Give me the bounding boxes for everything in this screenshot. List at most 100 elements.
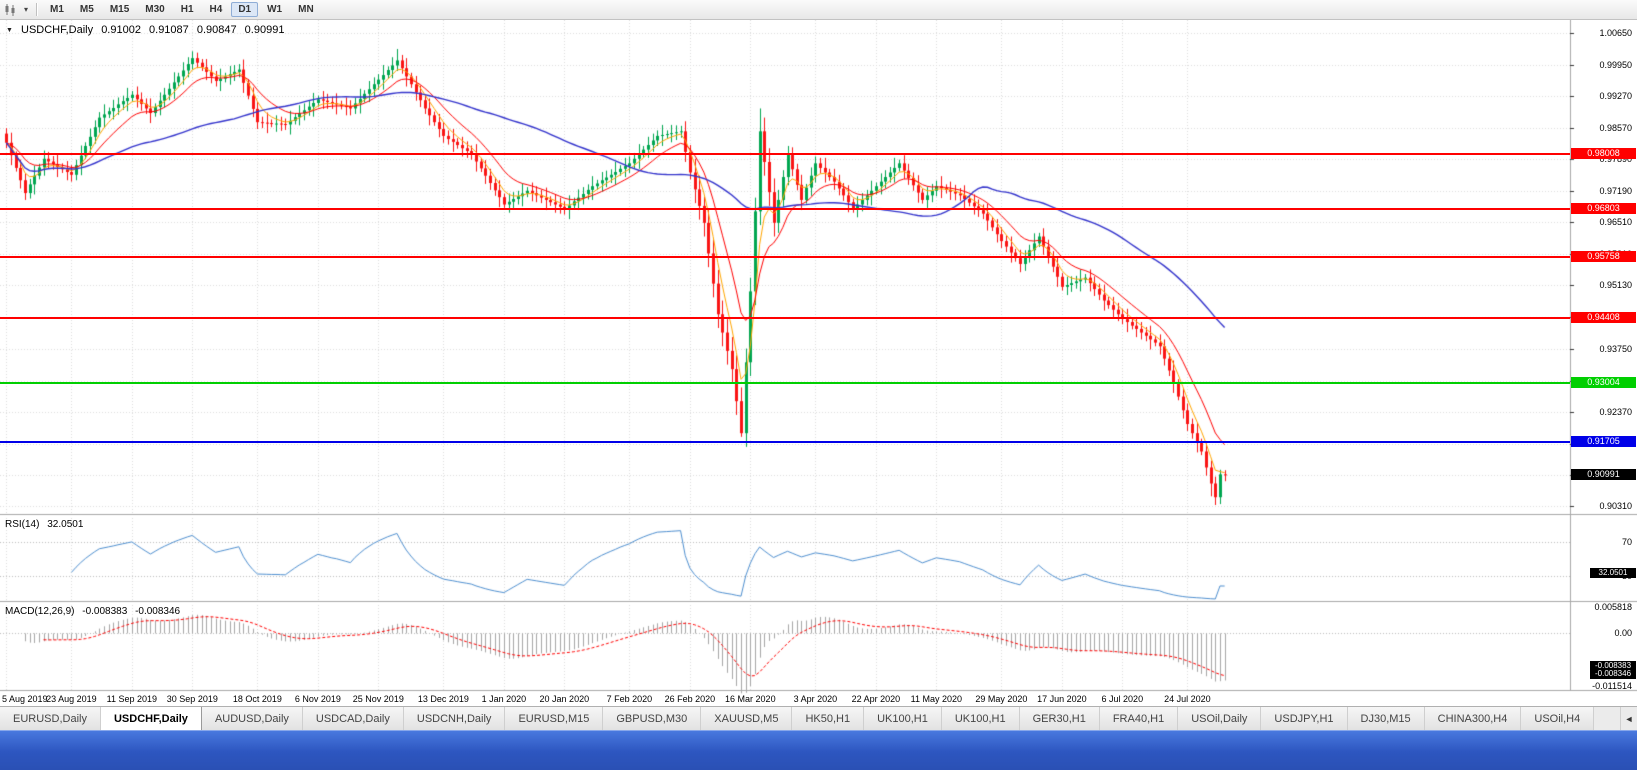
date-tick-label: 6 Nov 2019: [294, 694, 341, 704]
price-tick-label: 0.93750: [1599, 343, 1632, 354]
current-price-tag: 0.90991: [1571, 468, 1636, 480]
chart-tab-usoil-h4[interactable]: USOil,H4: [1521, 707, 1595, 730]
chart-tab-dj30-m15[interactable]: DJ30,M15: [1347, 707, 1425, 730]
timeframe-button-d1[interactable]: D1: [231, 2, 259, 17]
chart-region: ▼ USDCHF,Daily 0.91002 0.91087 0.90847 0…: [0, 20, 1637, 706]
price-tick-label: 0.97190: [1599, 186, 1632, 197]
date-tick-label: 1 Jan 2020: [481, 694, 527, 704]
chart-tab-usdchf-daily[interactable]: USDCHF,Daily: [100, 707, 202, 730]
price-tick-label: 0.92370: [1599, 406, 1632, 417]
timeframe-toolbar: ▾ M1 M5 M15 M30 H1 H4 D1 W1 MN: [0, 0, 1637, 20]
date-tick-label: 24 Jul 2020: [1164, 694, 1211, 704]
level-price-tag: 0.91705: [1571, 436, 1636, 448]
price-tick-label: 0.90310: [1599, 500, 1632, 511]
price-tick-label: 0.98570: [1599, 123, 1632, 134]
timeframe-button-m1[interactable]: M1: [43, 2, 71, 17]
price-tick-label: 0.99270: [1599, 91, 1632, 102]
macd-signal-value-tag: -0.008346: [1590, 669, 1636, 680]
price-tick-label: 0.95130: [1599, 280, 1632, 291]
macd-signal-value: -0.008346: [135, 606, 181, 617]
price-tick-label: 1.00650: [1599, 27, 1632, 38]
date-tick-label: 5 Aug 2019: [2, 694, 48, 704]
timeframe-button-h1[interactable]: H1: [174, 2, 201, 17]
chart-tab-usdjpy-h1[interactable]: USDJPY,H1: [1261, 707, 1348, 730]
price-level-line[interactable]: [0, 152, 1570, 155]
date-tick-label: 3 Apr 2020: [793, 694, 838, 704]
taskbar[interactable]: [0, 730, 1637, 770]
price-level-line[interactable]: [0, 255, 1570, 258]
date-tick-label: 30 Sep 2019: [166, 694, 218, 704]
chart-tab-bar: EURUSD,Daily USDCHF,Daily AUDUSD,Daily USDC…: [0, 706, 1637, 730]
date-axis: 5 Aug 2019 23 Aug 2019 11 Sep 2019 30 Sep 2…: [0, 692, 1570, 706]
chart-tab-uk100-h1[interactable]: UK100,H1: [864, 707, 942, 730]
price-tick-label: 0.97890: [1599, 154, 1632, 165]
date-tick-label: 22 Apr 2020: [851, 694, 901, 704]
price-tick-label: 0.00: [1614, 628, 1632, 639]
timeframe-button-m5[interactable]: M5: [73, 2, 101, 17]
date-tick-label: 16 Mar 2020: [725, 694, 776, 704]
chart-title: ▼ USDCHF,Daily 0.91002 0.91087 0.90847 0…: [6, 24, 289, 36]
chart-tab-hk50-h1[interactable]: HK50,H1: [792, 707, 865, 730]
price-level-line[interactable]: [0, 381, 1570, 384]
date-tick-label: 26 Feb 2020: [664, 694, 716, 704]
ohlc-close-value: 0.90991: [244, 24, 285, 36]
macd-indicator-label: MACD(12,26,9) -0.008383 -0.008346: [5, 606, 185, 617]
chart-tab-ger30-h1[interactable]: GER30,H1: [1019, 707, 1100, 730]
chart-tab-eurusd-m15[interactable]: EURUSD,M15: [505, 707, 604, 730]
timeframe-button-m15[interactable]: M15: [103, 2, 136, 17]
timeframe-button-w1[interactable]: W1: [260, 2, 289, 17]
chart-tab-usdcad-daily[interactable]: USDCAD,Daily: [302, 707, 404, 730]
chart-type-icon[interactable]: [1, 2, 19, 18]
price-level-line[interactable]: [0, 441, 1570, 444]
chart-tab-usoil-daily[interactable]: USOil,Daily: [1178, 707, 1262, 730]
price-chart-canvas[interactable]: [0, 20, 1637, 706]
price-tick-label: -0.011514: [1592, 680, 1632, 691]
level-price-tag: 0.98008: [1571, 147, 1636, 159]
macd-name: MACD(12,26,9): [5, 606, 75, 617]
level-price-tag: 0.94408: [1571, 312, 1636, 324]
chart-tab-china300-h4[interactable]: CHINA300,H4: [1424, 707, 1522, 730]
timeframe-button-h4[interactable]: H4: [203, 2, 230, 17]
toolbar-separator: [36, 3, 38, 16]
date-tick-label: 6 Jul 2020: [1101, 694, 1144, 704]
macd-current-value: -0.008383: [82, 606, 128, 617]
timeframe-button-m30[interactable]: M30: [138, 2, 171, 17]
price-level-line[interactable]: [0, 207, 1570, 210]
rsi-name: RSI(14): [5, 519, 40, 530]
chart-tab-audusd-daily[interactable]: AUDUSD,Daily: [201, 707, 303, 730]
price-tick-label: 70: [1621, 537, 1632, 548]
level-lines-overlay: [0, 20, 1570, 692]
rsi-indicator-label: RSI(14) 32.0501: [5, 519, 88, 530]
date-tick-label: 25 Nov 2019: [352, 694, 404, 704]
chart-title-symbol: USDCHF,Daily: [21, 24, 94, 36]
price-tick-label: 0.99950: [1599, 60, 1632, 70]
date-tick-label: 18 Oct 2019: [232, 694, 282, 704]
price-axis: 1.00650 0.99950 0.99270 0.98570 0.97890 0.971…: [1570, 20, 1637, 692]
rsi-current-value: 32.0501: [47, 519, 84, 530]
ohlc-high-value: 0.91087: [149, 24, 189, 36]
date-tick-label: 11 May 2020: [910, 694, 962, 704]
chart-tab-gbpusd-m30[interactable]: GBPUSD,M30: [603, 707, 702, 730]
timeframe-button-mn[interactable]: MN: [291, 2, 321, 17]
tab-scroll-left-button[interactable]: ◄: [1620, 707, 1637, 730]
level-price-tag: 0.95758: [1571, 250, 1636, 262]
chart-tab-uk100-h1[interactable]: UK100,H1: [941, 707, 1020, 730]
chart-tab-eurusd-daily[interactable]: EURUSD,Daily: [0, 707, 101, 730]
price-level-line[interactable]: [0, 317, 1570, 320]
date-tick-label: 29 May 2020: [975, 694, 1028, 704]
date-tick-label: 17 Jun 2020: [1037, 694, 1087, 704]
chart-tab-usdcnh-daily[interactable]: USDCNH,Daily: [403, 707, 506, 730]
chart-menu-arrow-icon[interactable]: ▼: [6, 27, 13, 34]
ohlc-low-value: 0.90847: [196, 24, 237, 36]
chart-tab-fra40-h1[interactable]: FRA40,H1: [1099, 707, 1179, 730]
price-tick-label: 0.96510: [1599, 217, 1632, 228]
chart-tab-xauusd-m5[interactable]: XAUUSD,M5: [701, 707, 793, 730]
ohlc-open-value: 0.91002: [101, 24, 141, 36]
macd-value-tag: -0.008383: [1590, 661, 1636, 672]
rsi-value-tag: 32.0501: [1590, 568, 1636, 579]
level-price-tag: 0.93004: [1571, 376, 1636, 388]
date-tick-label: 11 Sep 2019: [106, 694, 158, 704]
date-tick-label: 23 Aug 2019: [46, 694, 97, 704]
date-tick-label: 13 Dec 2019: [417, 694, 469, 704]
chart-type-caret-icon[interactable]: ▾: [23, 5, 28, 14]
